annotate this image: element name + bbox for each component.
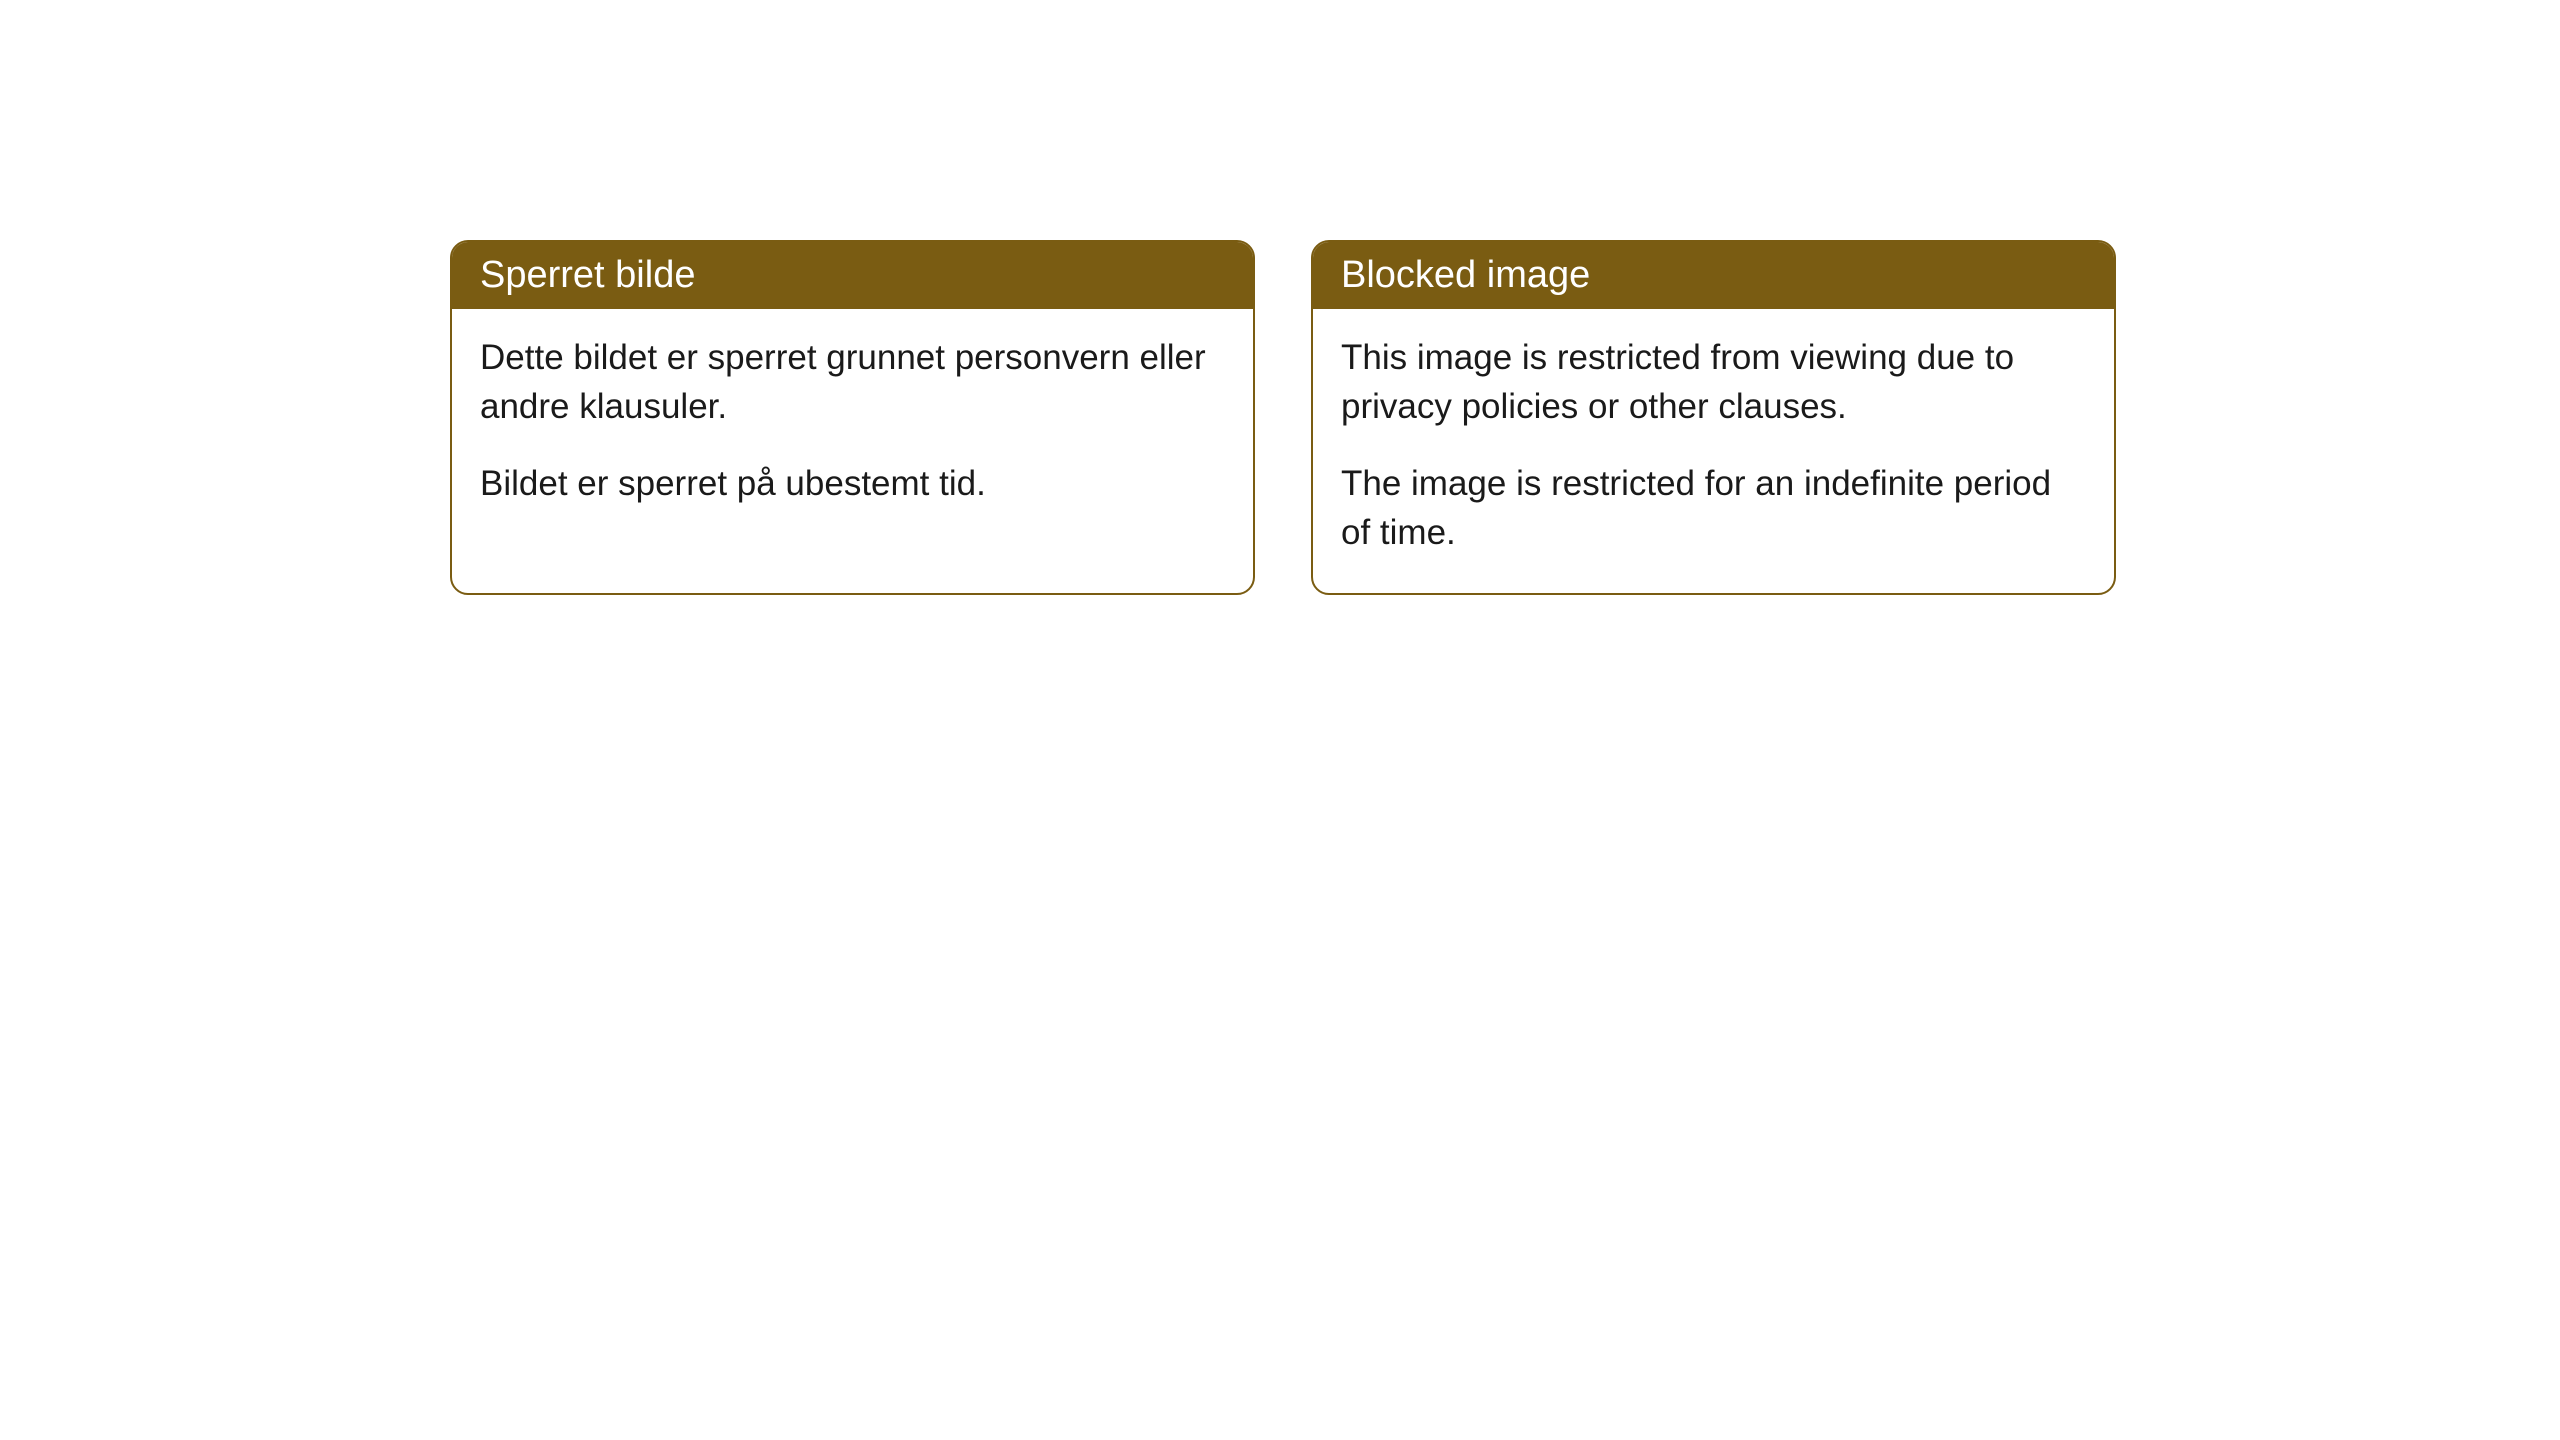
card-body-norwegian: Dette bildet er sperret grunnet personve… [452,309,1253,544]
card-paragraph: This image is restricted from viewing du… [1341,333,2086,431]
blocked-image-card-norwegian: Sperret bilde Dette bildet er sperret gr… [450,240,1255,595]
notice-cards-container: Sperret bilde Dette bildet er sperret gr… [450,240,2116,595]
blocked-image-card-english: Blocked image This image is restricted f… [1311,240,2116,595]
card-paragraph: Dette bildet er sperret grunnet personve… [480,333,1225,431]
card-paragraph: Bildet er sperret på ubestemt tid. [480,459,1225,508]
card-title: Sperret bilde [480,254,695,296]
card-header-english: Blocked image [1313,242,2114,309]
card-title: Blocked image [1341,254,1590,296]
card-paragraph: The image is restricted for an indefinit… [1341,459,2086,557]
card-header-norwegian: Sperret bilde [452,242,1253,309]
card-body-english: This image is restricted from viewing du… [1313,309,2114,593]
